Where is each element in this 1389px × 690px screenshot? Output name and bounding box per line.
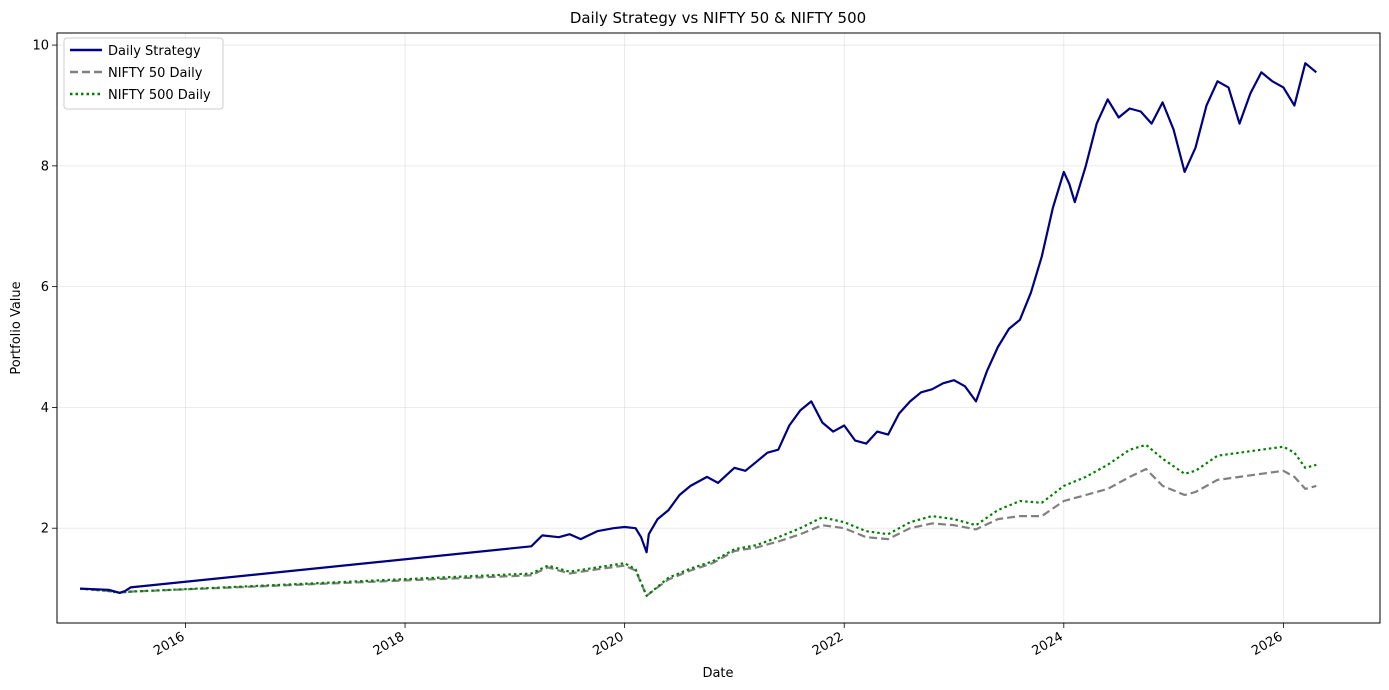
legend: Daily Strategy NIFTY 50 Daily NIFTY 500 … (63, 37, 224, 110)
y-tick-label: 6 (41, 280, 49, 295)
grid-lines (57, 33, 1380, 623)
y-tick-label: 2 (41, 522, 49, 537)
series-line-daily-strategy (80, 62, 1318, 594)
y-axis-label: Portfolio Value (9, 281, 24, 374)
plot-frame (56, 32, 1381, 624)
legend-frame (63, 37, 224, 110)
y-tick-label: 10 (32, 39, 49, 54)
y-tick-label: 4 (41, 401, 49, 416)
chart-title: Daily Strategy vs NIFTY 50 & NIFTY 500 (570, 9, 866, 27)
series-line-nifty-500-daily (80, 443, 1317, 597)
legend-label-daily-strategy: Daily Strategy (108, 44, 201, 59)
series-line-nifty-50-daily (80, 467, 1317, 597)
y-tick-label: 8 (41, 159, 49, 174)
y-axis-ticks: 2 4 6 8 10 (32, 39, 57, 537)
plot-series-group (80, 62, 1318, 597)
legend-label-nifty-50: NIFTY 50 Daily (108, 66, 203, 81)
x-axis-label: Date (702, 666, 733, 681)
legend-label-nifty-500: NIFTY 500 Daily (108, 88, 211, 103)
